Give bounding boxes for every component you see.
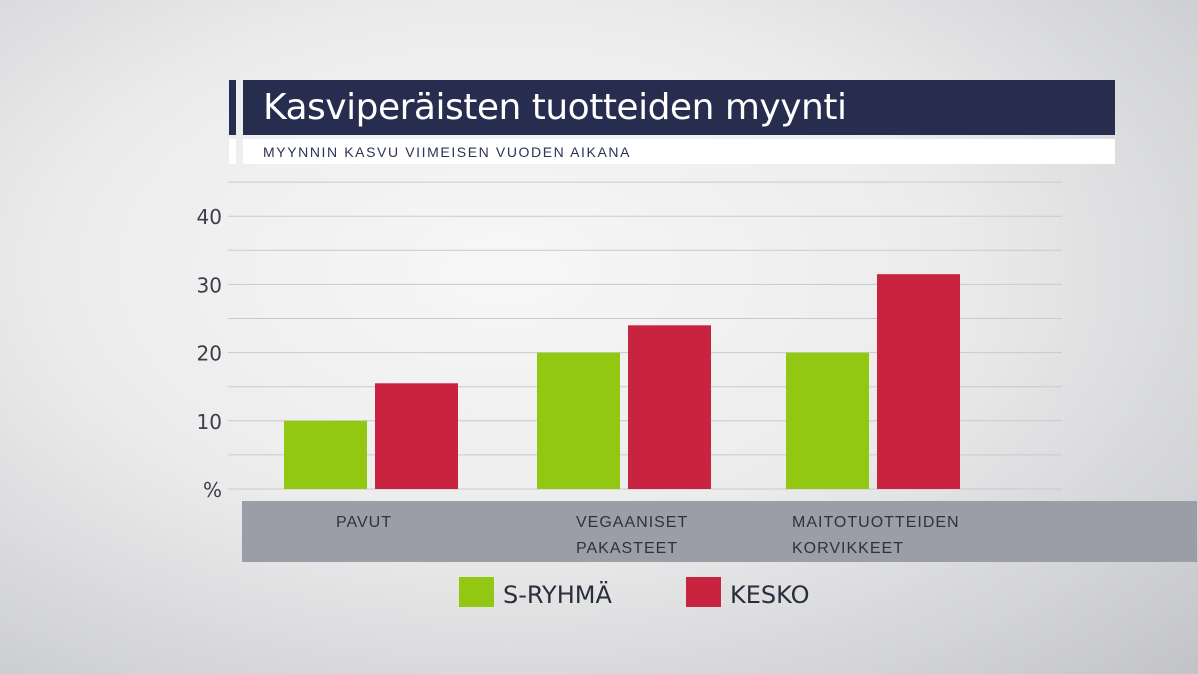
category-label: KORVIKKEET (792, 540, 904, 557)
kesko-bar (375, 383, 458, 489)
chart-title: Kasviperäisten tuotteiden myynti (263, 87, 847, 128)
category-label: MAITOTUOTTEIDEN (792, 514, 960, 531)
category-label: PAKASTEET (576, 540, 678, 557)
s-ryhma-bar (537, 352, 620, 489)
kesko-bar (877, 274, 960, 489)
y-unit-label: % (203, 478, 222, 502)
legend-label: KESKO (730, 581, 809, 609)
subtitle-bar: MYYNNIN KASVU VIIMEISEN VUODEN AIKANA (243, 139, 1115, 164)
y-tick-label: 20 (197, 342, 222, 366)
category-label: VEGAANISET (576, 514, 688, 531)
y-tick-label: 30 (197, 273, 222, 297)
legend-swatch-kesko (686, 577, 721, 607)
legend-swatch-s-ryhma (459, 577, 494, 607)
title-accent-bar (229, 80, 236, 135)
s-ryhma-bar (284, 420, 367, 489)
category-label: PAVUT (336, 514, 392, 531)
y-tick-label: 40 (197, 205, 222, 229)
legend-label: S-RYHMÄ (503, 580, 612, 609)
chart-subtitle: MYYNNIN KASVU VIIMEISEN VUODEN AIKANA (263, 143, 632, 160)
s-ryhma-bar (786, 352, 869, 489)
y-tick-label: 10 (197, 410, 222, 434)
kesko-bar (628, 325, 711, 489)
category-band (242, 501, 1197, 562)
subtitle-accent-bar (229, 139, 236, 164)
title-bar: Kasviperäisten tuotteiden myynti (243, 80, 1115, 135)
